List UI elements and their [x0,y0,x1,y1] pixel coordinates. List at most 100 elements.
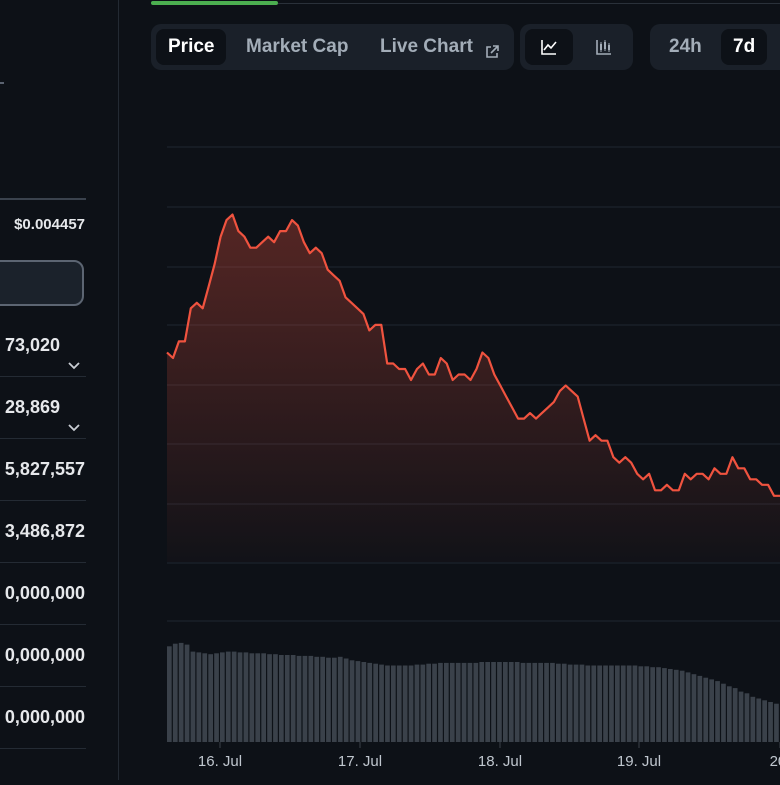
divider [0,82,4,84]
candlestick-chart-button[interactable] [580,29,628,65]
volume-bar [414,664,420,742]
volume-bar [756,698,762,742]
panel-divider [118,0,119,780]
volume-bar [544,662,549,742]
volume-bar [190,651,196,742]
volume-bar [709,679,714,742]
volume-bar [697,675,703,742]
range-24h[interactable]: 24h [657,29,714,65]
volume-bar [603,665,608,742]
volume-bar [585,665,591,742]
volume-bar [467,662,473,742]
volume-bar [567,664,573,742]
volume-bar [279,655,284,742]
volume-bar [626,665,632,742]
stat-row[interactable]: 73,020 [0,314,86,377]
volume-bar [178,642,184,742]
price-chart[interactable]: 16. Jul 17. Jul 18. Jul 19. Jul 20. [120,100,780,780]
chevron-down-icon[interactable] [66,336,82,370]
volume-bar [679,670,685,742]
volume-bar [302,655,308,742]
volume-bar [349,660,355,742]
chevron-down-icon[interactable] [66,398,82,432]
volume-bar [732,688,738,742]
volume-bar [473,662,479,742]
currency-select[interactable] [0,260,84,306]
tab-price[interactable]: Price [156,29,227,65]
price-chart-svg[interactable]: 16. Jul 17. Jul 18. Jul 19. Jul 20. [120,100,780,780]
volume-bar [267,654,272,742]
line-chart-icon [541,40,557,55]
volume-bar [573,664,579,742]
volume-bar [308,655,314,742]
chart-type-toggle [520,24,633,70]
volume-bar [750,696,756,742]
x-axis-label: 16. Jul [198,753,242,770]
volume-bar [367,662,373,742]
tab-market-cap-label: Market Cap [246,36,349,57]
volume-bar [255,653,261,742]
volume-bar [408,665,414,742]
volume-bar [355,661,361,742]
volume-bar [479,662,485,742]
stat-row: 5,827,557 [0,438,86,501]
volume-bar [497,662,502,742]
volume-bar [290,655,296,742]
range-7d[interactable]: 7d [721,29,768,65]
stat-value: 5,827,557 [5,438,85,500]
stat-value: 0,000,000 [5,686,85,748]
volume-bar [249,653,255,742]
volume-bar [402,665,408,742]
time-range-toggle: 24h 7d [650,24,780,70]
stat-value-text: 73,020 [4,335,60,355]
stat-row: 3,486,872 [0,500,86,563]
line-chart-button[interactable] [525,29,573,65]
volume-bar [202,653,208,742]
volume-bar [243,652,249,742]
volume-bar [332,657,337,742]
left-stats-panel: $0.004457 73,020 28,869 5,827,557 3,486,872… [0,0,118,780]
external-link-icon [484,37,500,58]
volume-bar [727,686,732,742]
volume-bar [314,656,320,742]
volume-bar [373,663,378,742]
stat-row: 0,000,000 [0,624,86,687]
volume-bar [638,666,644,742]
volume-bar [231,651,237,742]
volume-bar [167,646,172,742]
volume-bar [715,681,720,742]
stat-row: 0,000,000 [0,686,86,749]
volume-bar [673,669,679,742]
volume-bar [438,662,443,742]
volume-bar [361,662,367,742]
volume-bar [691,674,697,742]
volume-bar [744,693,750,742]
range-24h-label: 24h [669,36,702,57]
volume-bar [632,665,638,742]
volume-bar [556,663,561,742]
stat-value: 73,020 [5,314,82,376]
volume-bar [650,667,655,742]
stat-value: 28,869 [5,376,82,438]
volume-bar [184,644,190,742]
volume-bar [172,643,178,742]
volume-bar [685,672,691,742]
stat-row[interactable]: 28,869 [0,376,86,439]
tab-live-chart[interactable]: Live Chart [368,29,512,65]
volume-bar [738,691,744,742]
volume-bar [196,652,202,742]
stat-value-text: 0,000,000 [4,583,85,603]
volume-bar [762,700,767,742]
volume-bar [579,664,585,742]
stat-value: 3,486,872 [5,500,85,562]
volume-bar [273,654,278,742]
volume-bar [432,663,437,742]
volume-bar [449,662,455,742]
volume-bar [420,664,426,742]
volume-bar [721,683,726,742]
x-axis-label: 17. Jul [338,753,382,770]
volume-bar [320,656,325,742]
stat-value-text: 3,486,872 [4,521,85,541]
chart-tabs: Price Market Cap Live Chart [151,24,514,70]
tab-market-cap[interactable]: Market Cap [234,29,360,65]
